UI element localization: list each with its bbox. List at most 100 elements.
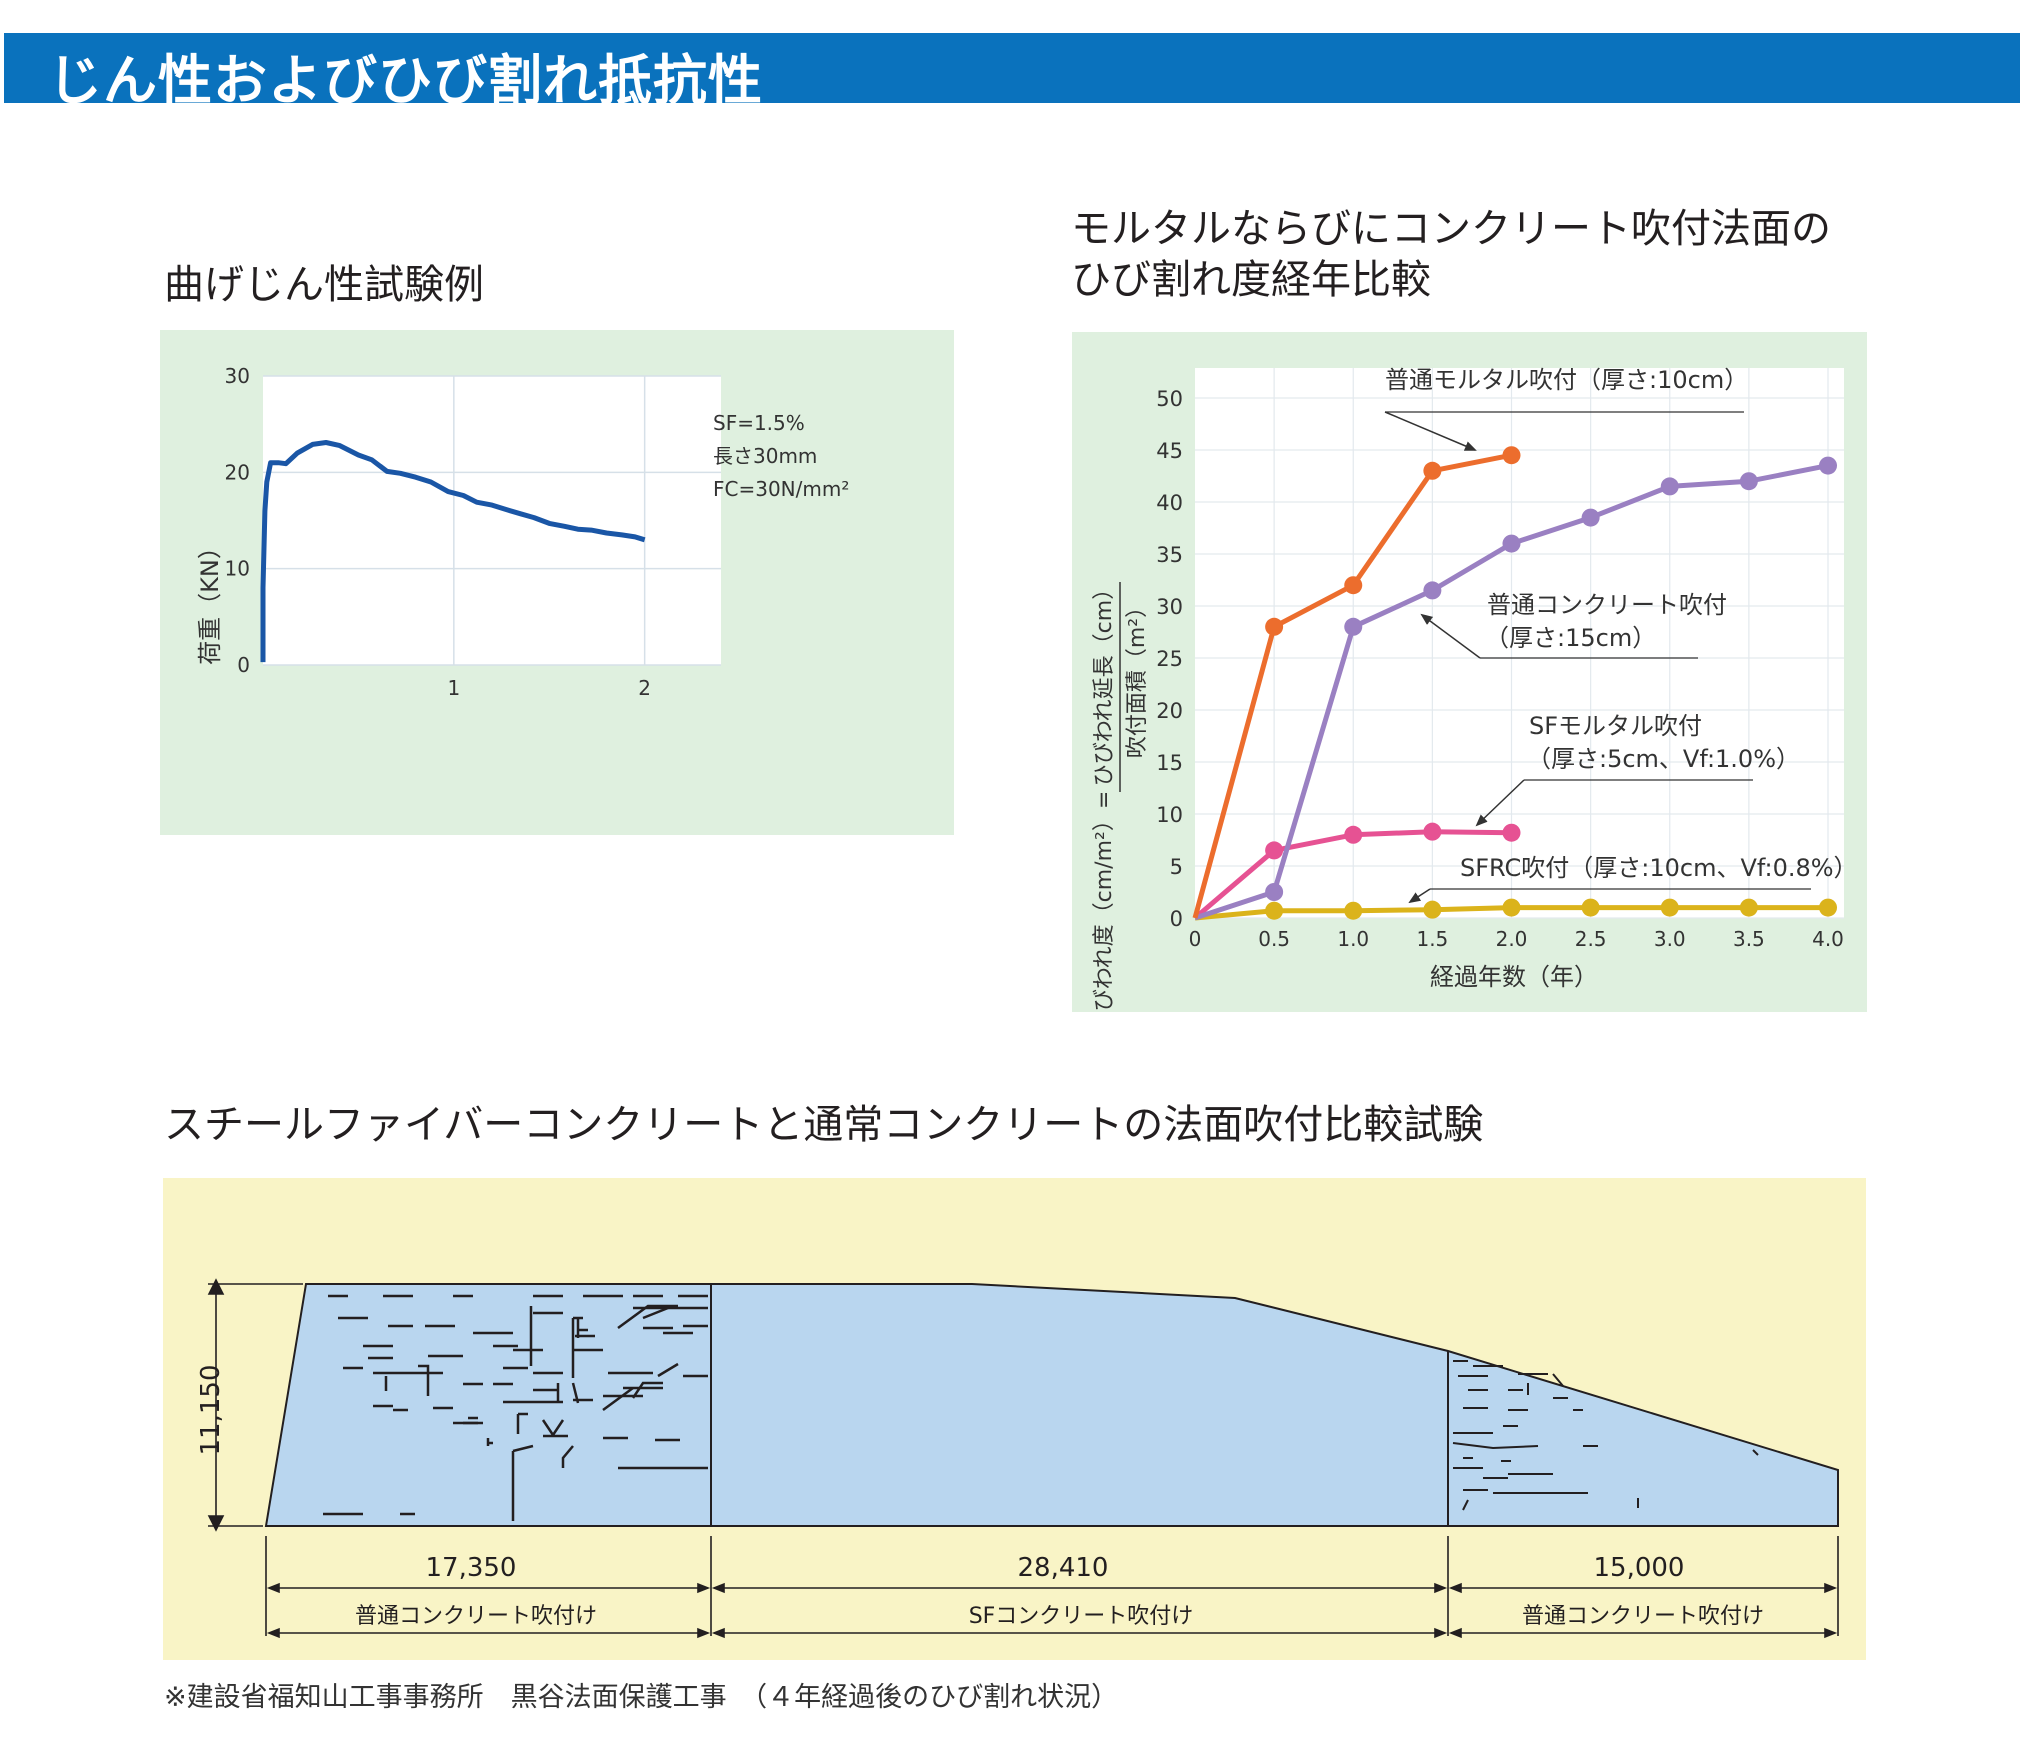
segment-3-length: 15,000 [1594, 1553, 1685, 1583]
height-label: 11,150 [196, 1365, 226, 1456]
data-point [1344, 617, 1363, 636]
x-tick-label: 0 [1189, 927, 1202, 951]
series-0 [1192, 446, 1521, 919]
label-mortar-arrow [1384, 411, 1477, 451]
data-point [1581, 898, 1600, 917]
segment-1-label: 普通コンクリート吹付け [355, 1604, 597, 1629]
y-tick-label: 45 [1156, 439, 1183, 463]
note-sf: SF=1.5% [713, 411, 805, 435]
label-concrete-thickness: （厚さ:15cm） [1485, 624, 1656, 652]
y-tick-label: 50 [1156, 387, 1183, 411]
slope-test-title: スチールファイバーコンクリートと通常コンクリートの法面吹付比較試験 [164, 1102, 1484, 1148]
data-point [1819, 898, 1837, 917]
plot-background [1195, 368, 1844, 918]
data-point [1344, 825, 1363, 844]
note-fc: FC=30N/mm² [713, 477, 849, 501]
length-dimensions [265, 1536, 1839, 1639]
data-point [1423, 581, 1442, 600]
x-tick-label: 3.0 [1654, 927, 1686, 951]
slope-diagram: 11,150 17,350 28,410 15,000 普通コンクリート吹付け … [196, 1278, 1839, 1639]
data-point [1344, 576, 1363, 595]
footnote: ※建設省福知山工事事務所 黒谷法面保護工事 （４年経過後のひび割れ状況） [164, 1682, 1119, 1713]
label-concrete: 普通コンクリート吹付 [1487, 591, 1727, 619]
label-sf-mortar-spec: （厚さ:5cm、Vf:1.0%） [1527, 745, 1800, 773]
y-tick-label: 30 [1156, 595, 1183, 619]
data-point [1265, 901, 1284, 920]
bending-chart-panel: 0 10 20 30 1 2 SF=1.5% 長さ30mm FC=30N/mm² 荷重（… [160, 330, 954, 835]
y-tick-label: 25 [1156, 647, 1183, 671]
note-length: 長さ30mm [713, 444, 817, 468]
y-tick-label: 30 [225, 364, 250, 388]
y-tick-label: 10 [225, 557, 250, 581]
label-sfrc: SFRC吹付（厚さ:10cm、Vf:0.8%） [1460, 854, 1858, 882]
x-tick-label: 2.5 [1575, 927, 1607, 951]
data-point [1265, 883, 1284, 901]
series-1 [1194, 456, 1837, 921]
y-tick-label: 35 [1156, 543, 1183, 567]
y-tick-label: 20 [1156, 699, 1183, 723]
y-tick-label: 40 [1156, 491, 1183, 515]
x-tick-label: 1.0 [1337, 927, 1369, 951]
page-title: じん性およびひび割れ抵抗性 [48, 49, 763, 112]
bending-chart-title: 曲げじん性試験例 [164, 262, 484, 308]
label-sf-mortar-arrow [1475, 779, 1525, 827]
crack-marks-right [1452, 1360, 1759, 1511]
data-point [1660, 477, 1679, 496]
segment-1-length: 17,350 [426, 1553, 517, 1583]
y-tick-label: 20 [225, 460, 250, 484]
label-sfrc-arrow [1408, 888, 1431, 904]
bending-chart: 0 10 20 30 1 2 SF=1.5% 長さ30mm FC=30N/mm² 荷重（… [196, 364, 849, 700]
label-concrete-arrow [1420, 613, 1481, 659]
data-point [1819, 456, 1837, 475]
y-axis-label-denominator: 吹付面積（m²） [1125, 596, 1150, 758]
data-point [1265, 841, 1284, 860]
slope-profile [264, 1283, 1839, 1527]
x-tick-label: 4.0 [1812, 927, 1844, 951]
data-point [1502, 823, 1521, 842]
crack-chart-panel: 0 5 10 15 20 25 30 35 40 45 50 0 0.5 1.0 1.5 2.0 2.5 3.0… [1072, 332, 1867, 1033]
series-2 [1193, 822, 1521, 920]
data-point [1739, 472, 1758, 491]
y-tick-label: 15 [1156, 751, 1183, 775]
x-tick-label: 2 [638, 676, 651, 700]
segment-2-length: 28,410 [1018, 1553, 1109, 1583]
series-3 [1194, 898, 1837, 921]
x-tick-label: 0.5 [1258, 927, 1290, 951]
data-point [1581, 508, 1600, 527]
y-tick-label: 10 [1156, 803, 1183, 827]
header-banner: じん性およびひび割れ抵抗性 [4, 33, 2020, 112]
crack-chart-title-line1: モルタルならびにコンクリート吹付法面の [1071, 206, 1831, 252]
data-point [1502, 446, 1521, 465]
y-axis-label-numerator: ひびわれ延長（cm） [1092, 578, 1117, 786]
y-axis-label-side: ひびわれ度（cm/m²）= [1092, 791, 1117, 1012]
data-point [1265, 617, 1284, 636]
x-tick-label: 2.0 [1496, 927, 1528, 951]
data-point [1739, 898, 1758, 917]
y-tick-label: 0 [1170, 907, 1183, 931]
load-curve-line [260, 440, 646, 663]
plot-background [263, 376, 721, 665]
y-axis-label: 荷重（KN） [196, 535, 224, 665]
crack-chart: 0 5 10 15 20 25 30 35 40 45 50 0 0.5 1.0 1.5 2.0 2.5 3.0… [1092, 366, 1858, 1033]
data-point [1344, 901, 1363, 920]
crack-chart-title-line2: ひび割れ度経年比較 [1071, 257, 1431, 303]
data-point [1502, 898, 1521, 917]
x-tick-label: 3.5 [1733, 927, 1765, 951]
crack-marks-left [323, 1294, 708, 1521]
slope-diagram-panel: 11,150 17,350 28,410 15,000 普通コンクリート吹付け … [163, 1178, 1866, 1660]
data-point [1423, 900, 1442, 919]
y-tick-label: 0 [237, 653, 250, 677]
label-sf-mortar: SFモルタル吹付 [1529, 712, 1702, 740]
height-dimension [207, 1278, 303, 1532]
data-point [1502, 534, 1521, 553]
data-point [1423, 461, 1442, 480]
x-tick-label: 1.5 [1416, 927, 1448, 951]
y-tick-label: 5 [1170, 855, 1183, 879]
x-tick-label: 1 [447, 676, 460, 700]
segment-3-label: 普通コンクリート吹付け [1522, 1604, 1764, 1629]
x-axis-label: 経過年数（年） [1430, 963, 1598, 991]
data-point [1660, 898, 1679, 917]
data-point [1423, 822, 1442, 841]
label-mortar: 普通モルタル吹付（厚さ:10cm） [1385, 366, 1748, 394]
segment-2-label: SFコンクリート吹付け [969, 1604, 1194, 1629]
